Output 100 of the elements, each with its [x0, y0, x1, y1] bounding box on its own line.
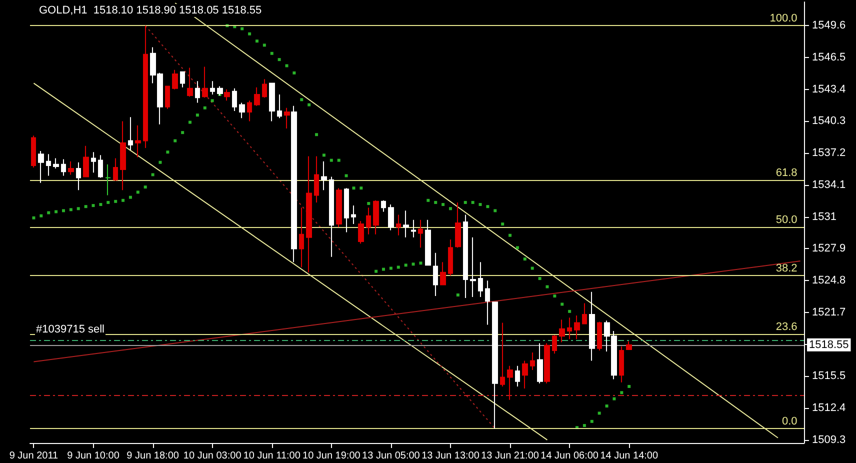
candlestick — [358, 220, 364, 244]
candlestick — [262, 78, 267, 98]
candlestick — [597, 321, 602, 351]
x-tick-label: 10 Jun 19:00 — [302, 450, 361, 462]
annotation: 100.0 — [770, 12, 798, 25]
candlestick — [232, 88, 237, 112]
annotation: 0.0 — [782, 416, 798, 428]
candlestick — [470, 236, 476, 298]
candlestick — [105, 164, 111, 196]
x-tick-label: 9 Jun 10:00 — [67, 450, 120, 462]
candlestick — [507, 365, 513, 400]
candlestick — [254, 86, 260, 106]
annotation: 50.0 — [776, 214, 798, 226]
candlestick — [366, 207, 371, 235]
x-tick-label: 10 Jun 11:00 — [243, 450, 301, 462]
candlestick — [463, 214, 468, 299]
chart-title: GOLD,H1 1518.10 1518.90 1518.05 1518.55 — [39, 4, 262, 16]
y-tick-label: 1546.5 — [812, 52, 846, 64]
candlestick — [582, 302, 587, 324]
candlestick — [247, 100, 252, 122]
y-tick-label: 1515.5 — [812, 370, 846, 382]
candlestick — [165, 86, 170, 110]
candlestick — [224, 88, 230, 102]
candlestick — [373, 200, 379, 235]
candlestick — [329, 176, 334, 258]
candlestick — [128, 116, 133, 151]
y-tick-label: 1524.8 — [812, 274, 846, 287]
candlestick — [552, 334, 557, 354]
candlestick — [91, 152, 96, 174]
candlestick — [172, 69, 178, 90]
candlestick — [396, 214, 401, 236]
annotation: 61.8 — [776, 166, 798, 179]
x-tick-label: 13 Jun 21:00 — [481, 450, 540, 462]
candlestick — [574, 315, 580, 340]
x-tick-label: 14 Jun 14:00 — [600, 450, 658, 462]
candlestick — [76, 162, 81, 191]
candlestick — [46, 154, 51, 176]
candlestick — [626, 340, 632, 350]
annotation: 23.6 — [776, 321, 798, 334]
candlestick — [567, 317, 572, 340]
x-tick-label: 9 Jun 18:00 — [126, 450, 180, 462]
candlestick — [291, 105, 297, 263]
candlestick — [277, 94, 282, 119]
candlestick — [433, 252, 438, 296]
x-tick-label: 10 Jun 03:00 — [183, 450, 242, 462]
candlestick — [530, 352, 535, 371]
candlestick — [83, 145, 89, 178]
candlestick — [31, 135, 36, 168]
candlestick — [344, 188, 349, 233]
y-tick-label: 1512.4 — [812, 402, 846, 414]
candlestick — [388, 204, 394, 231]
y-tick-label: 1531 — [812, 210, 836, 223]
candlestick — [559, 319, 565, 343]
candlestick — [143, 25, 148, 148]
candlestick — [448, 238, 453, 276]
ref-line-label: 1518.55 — [809, 338, 849, 351]
candlestick — [418, 219, 423, 248]
candlestick — [195, 80, 200, 104]
x-tick-label: 14 Jun 06:00 — [540, 450, 599, 462]
candlestick — [425, 219, 431, 266]
candlestick — [187, 67, 193, 98]
candlestick — [381, 200, 386, 212]
y-tick-label: 1509.3 — [812, 434, 846, 446]
candlestick — [202, 66, 208, 98]
candlestick — [135, 124, 141, 158]
x-tick-label: 9 Jun 2011 — [9, 450, 59, 462]
candlestick — [455, 202, 461, 248]
candlestick — [522, 360, 528, 390]
candlestick — [351, 205, 356, 225]
candlestick — [180, 71, 185, 88]
candlestick — [515, 365, 520, 387]
x-tick-label: 13 Jun 05:00 — [362, 450, 420, 462]
candlestick — [239, 102, 245, 119]
candlestick — [336, 188, 342, 228]
y-tick-label: 1537.2 — [812, 147, 846, 160]
y-tick-label: 1549.6 — [812, 20, 846, 32]
candlestick — [321, 160, 327, 191]
candlestick — [98, 154, 103, 178]
candlestick — [544, 342, 550, 384]
candlestick — [537, 342, 543, 384]
y-tick-label: 1527.9 — [812, 242, 846, 255]
candlestick — [306, 156, 312, 273]
candlestick — [113, 158, 118, 182]
candlestick — [284, 107, 290, 129]
candlestick — [68, 160, 74, 176]
candlestick — [61, 158, 66, 176]
candlestick — [299, 207, 304, 268]
candlestick — [478, 262, 483, 298]
annotation: 38.2 — [776, 262, 798, 274]
candlestick — [411, 219, 416, 238]
candlestick — [403, 210, 409, 238]
x-tick-label: 13 Jun 13:00 — [422, 450, 480, 462]
candlestick — [619, 346, 624, 383]
candlestick — [589, 291, 595, 362]
candlestick — [38, 150, 44, 184]
y-tick-label: 1534.1 — [812, 178, 846, 191]
candlestick — [210, 80, 215, 96]
candlestick — [53, 158, 59, 170]
candlestick — [485, 280, 490, 326]
ref-line-label: #1039715 sell — [36, 324, 105, 336]
